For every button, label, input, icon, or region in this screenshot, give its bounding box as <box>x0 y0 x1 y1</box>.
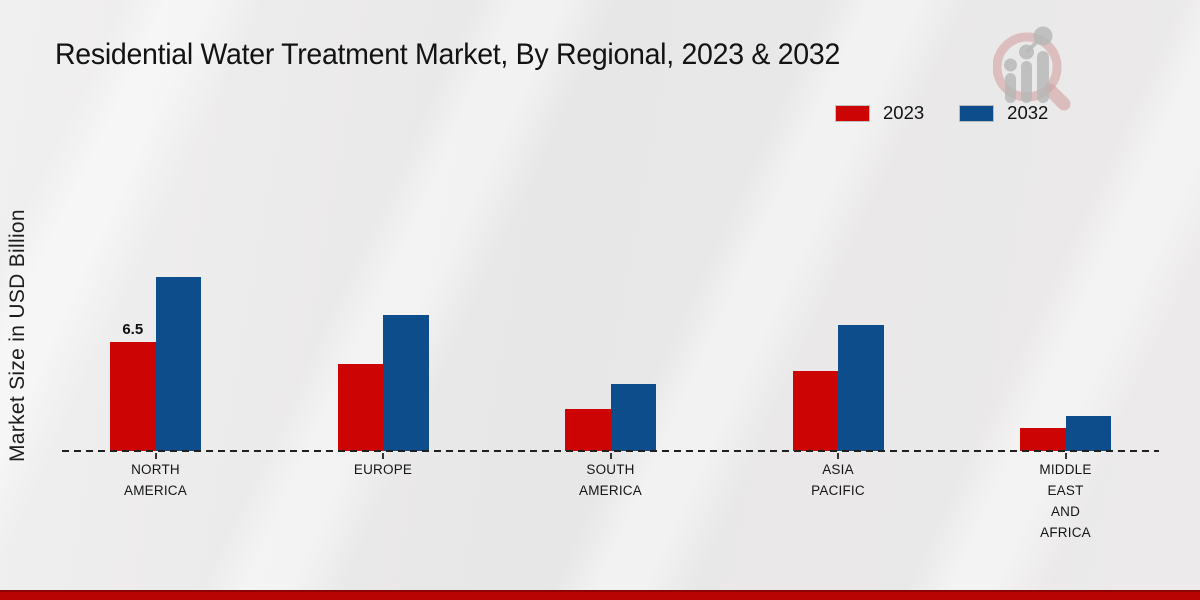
bar-value-label: 6.5 <box>122 321 144 338</box>
legend-label-2023: 2023 <box>883 102 925 123</box>
x-label-2: SOUTH AMERICA <box>579 462 642 498</box>
legend-swatch-2032 <box>959 104 995 122</box>
bar-2023-region-4 <box>1020 427 1066 451</box>
legend-label-2032: 2032 <box>1007 102 1049 123</box>
logo-dot-small <box>1004 58 1017 72</box>
x-tick-2 <box>609 453 612 459</box>
legend: 2023 2032 <box>835 102 1049 124</box>
bar-2032-region-0 <box>155 276 201 451</box>
bar-2023-region-3 <box>792 370 838 451</box>
bar-2023-region-0 <box>110 342 156 451</box>
logo-bar-mid <box>1021 61 1032 103</box>
bar-2023-region-1 <box>337 363 383 451</box>
x-axis-dashed-line <box>62 450 1159 452</box>
x-tick-3 <box>837 453 839 459</box>
legend-swatch-2023 <box>835 104 870 122</box>
x-label-0: NORTH AMERICA <box>124 462 187 498</box>
magnifier-barchart-logo <box>993 26 1071 111</box>
footer-red-strip <box>0 590 1200 600</box>
x-tick-1 <box>382 453 384 459</box>
bar-2032-region-2 <box>610 383 656 451</box>
x-label-1: EUROPE <box>353 462 413 477</box>
x-tick-4 <box>1064 453 1067 459</box>
x-tick-0 <box>154 453 157 459</box>
logo-dot-top <box>1033 26 1053 46</box>
logo-bar-tall <box>1037 51 1049 103</box>
chart-title: Residential Water Treatment Market, By R… <box>55 38 841 71</box>
legend-item-2023: 2023 <box>835 102 925 124</box>
x-label-4: MIDDLE EAST AND AFRICA <box>1039 462 1092 540</box>
magnifier-handle <box>1043 83 1071 111</box>
logo-dot-mid <box>1019 44 1034 60</box>
plot-area: NORTH AMERICA EUROPE SOUTH AMERICA ASIA PAC… <box>62 0 1159 540</box>
bar-2023-region-2 <box>565 409 611 451</box>
y-axis-label: Market Size in USD Billion <box>6 209 29 463</box>
legend-item-2032: 2032 <box>959 102 1049 124</box>
bar-2032-region-3 <box>838 325 884 451</box>
bar-2032-region-1 <box>383 315 429 451</box>
x-label-3: ASIA PACIFIC <box>811 462 865 498</box>
bar-2032-region-4 <box>1065 415 1111 451</box>
logo-bar-small <box>1005 73 1016 103</box>
